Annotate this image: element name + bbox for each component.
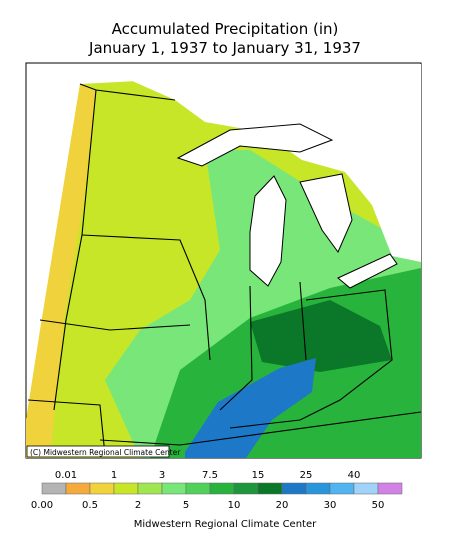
legend: 0.00 0.01 0.5 1 2 3 5 7.5 10 15 20 25 30 40 50 — [31, 470, 403, 511]
legend-label: 40 — [348, 470, 361, 481]
footer: Midwestern Regional Climate Center — [134, 519, 317, 530]
legend-swatch — [209, 482, 235, 495]
legend-swatch — [41, 482, 67, 495]
lake-erie — [337, 253, 398, 289]
map-subtitle: January 1, 1937 to January 31, 1937 — [88, 39, 361, 57]
legend-swatch — [185, 482, 211, 495]
legend-label: 7.5 — [202, 470, 218, 481]
legend-label: 0.00 — [31, 500, 53, 511]
legend-swatch — [113, 482, 139, 495]
legend-label: 5 — [183, 500, 189, 511]
credit-box — [26, 445, 170, 458]
legend-swatch — [65, 482, 91, 495]
legend-swatch — [377, 482, 403, 495]
legend-swatch — [329, 482, 355, 495]
legend-label: 10 — [228, 500, 241, 511]
state-lines — [27, 83, 422, 456]
legend-swatch — [281, 482, 307, 495]
lake-superior — [176, 123, 334, 167]
legend-label: 0.01 — [55, 470, 77, 481]
canada — [130, 64, 421, 262]
region-wettest — [185, 358, 316, 458]
legend-swatch — [137, 482, 163, 495]
legend-label: 0.5 — [82, 500, 98, 511]
lake-huron — [299, 173, 353, 253]
lake-michigan — [249, 175, 287, 287]
region-very-wet — [250, 300, 392, 372]
map: (C) Midwestern Regional Climate Center — [25, 62, 422, 459]
legend-label: 20 — [276, 500, 289, 511]
legend-label: 15 — [252, 470, 265, 481]
legend-label: 50 — [372, 500, 385, 511]
legend-label: 1 — [111, 470, 117, 481]
legend-swatch — [353, 482, 379, 495]
legend-swatch — [257, 482, 283, 495]
region-dry — [26, 84, 96, 458]
legend-label: 25 — [300, 470, 313, 481]
legend-label: 30 — [324, 500, 337, 511]
legend-label: 2 — [135, 500, 141, 511]
map-credit: (C) Midwestern Regional Climate Center — [30, 448, 181, 457]
legend-swatch — [89, 482, 115, 495]
map-title: Accumulated Precipitation (in) — [112, 20, 339, 38]
legend-swatch — [305, 482, 331, 495]
legend-swatch — [161, 482, 187, 495]
legend-label: 3 — [159, 470, 165, 481]
legend-swatch — [233, 482, 259, 495]
